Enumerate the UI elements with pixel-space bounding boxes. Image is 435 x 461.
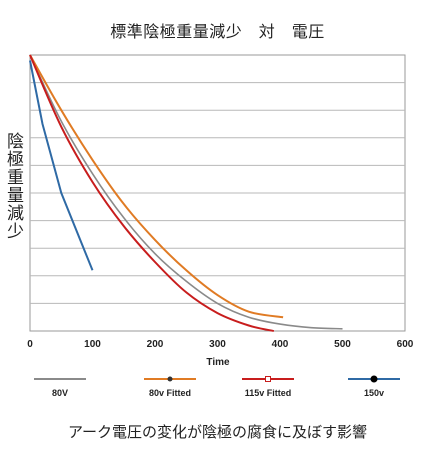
x-tick-label: 300 bbox=[209, 339, 226, 350]
series-line-80v bbox=[29, 54, 343, 330]
legend-marker-80v-fitted bbox=[167, 376, 173, 382]
legend-label-80v: 80V bbox=[52, 388, 68, 398]
legend-marker-115v-fitted bbox=[265, 376, 271, 382]
x-tick-label: 100 bbox=[84, 339, 101, 350]
x-tick-labels: 0 100 200 300 400 500 600 bbox=[27, 339, 414, 350]
x-axis-label: Time bbox=[206, 357, 230, 368]
x-tick-label: 500 bbox=[334, 339, 351, 350]
legend-label-115v-fitted: 115v Fitted bbox=[245, 388, 292, 398]
legend-label-150v: 150v bbox=[364, 388, 384, 398]
x-tick-label: 400 bbox=[272, 339, 289, 350]
footnote: アーク電圧の変化が陰極の腐食に及ぼす影響 bbox=[67, 423, 368, 441]
grid-lines bbox=[30, 82, 405, 304]
legend-label-80v-fitted: 80v Fitted bbox=[149, 388, 191, 398]
x-tick-label: 600 bbox=[397, 339, 414, 350]
y-axis-label: 陰極重量減少 bbox=[3, 132, 23, 240]
x-tick-label: 200 bbox=[147, 339, 164, 350]
legend: 80V 80v Fitted 115v Fitted 150v bbox=[34, 375, 400, 398]
series-line-115v-fitted bbox=[29, 54, 275, 332]
legend-marker-150v bbox=[370, 375, 378, 383]
series-line-150v bbox=[29, 60, 94, 271]
series-layer bbox=[29, 54, 343, 332]
x-tick-label: 0 bbox=[27, 339, 33, 350]
series-line-80v-fitted bbox=[29, 54, 284, 319]
chart-title: 標準陰極重量減少 対 電圧 bbox=[110, 22, 325, 41]
